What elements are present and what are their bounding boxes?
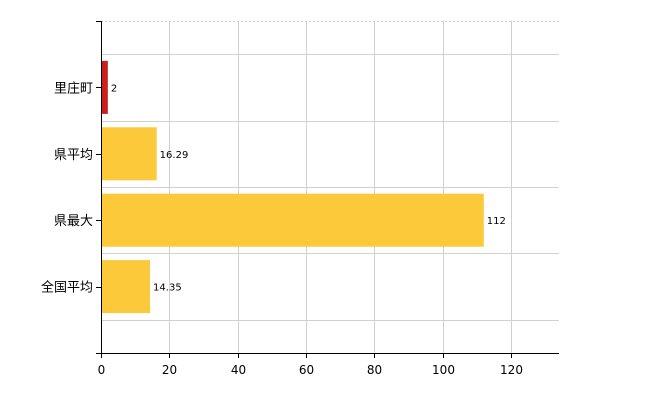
bars: [102, 60, 484, 314]
x-tick-label: 100: [432, 363, 455, 377]
x-tick-label: 80: [367, 363, 382, 377]
x-tick-label: 60: [299, 363, 314, 377]
x-tick-label: 40: [231, 363, 246, 377]
category-label: 県最大: [54, 214, 93, 229]
data-label: 112: [487, 216, 506, 227]
bar: [102, 260, 151, 314]
bar: [102, 127, 157, 181]
category-label: 里庄町: [54, 80, 93, 96]
data-label: 16.29: [160, 150, 189, 161]
labels: 2 里庄町 16.29 県平均 112 県最大 14.35 全国平均 0 20 40 60 80 100 1…: [41, 80, 523, 377]
grid-lines: [101, 21, 559, 353]
axes: [96, 21, 559, 358]
data-label: 2: [111, 83, 117, 94]
x-tick-label: 120: [500, 363, 523, 377]
category-label: 全国平均: [41, 280, 93, 296]
data-label: 14.35: [153, 283, 182, 294]
category-label: 県平均: [54, 148, 93, 163]
x-tick-label: 0: [98, 363, 106, 377]
x-tick-label: 20: [162, 363, 177, 377]
bar: [102, 60, 108, 114]
bar: [102, 193, 484, 247]
